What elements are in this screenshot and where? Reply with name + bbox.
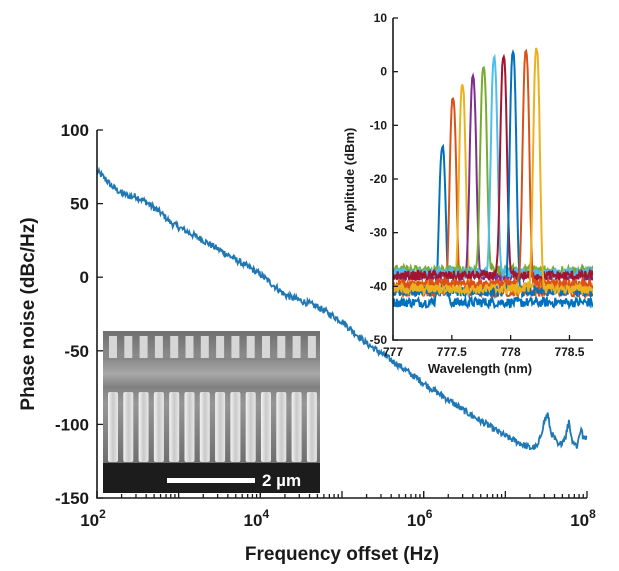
sem-pillar [261, 392, 271, 462]
sem-pillar [276, 392, 287, 462]
sem-pillar [108, 392, 118, 462]
sem-pillar [153, 392, 164, 462]
sem-top-tooth [139, 336, 148, 358]
inset-y-tick-label: 10 [374, 11, 388, 25]
inset-y-axis-label: Amplitude (dBm) [342, 128, 357, 233]
sem-pillar [199, 392, 210, 462]
inset-x-tick-label: 777 [383, 345, 403, 359]
main-y-tick-label: 0 [80, 268, 89, 287]
spectrum-line-7 [393, 53, 593, 284]
main-y-axis-label: Phase noise (dBc/Hz) [18, 217, 39, 410]
inset-x-ticks: 777 777.5 778 778.5 [383, 335, 585, 359]
sem-scale-bar [167, 478, 255, 483]
main-x-tick-label: 104 [244, 507, 270, 530]
main-y-tick-label: 100 [61, 121, 89, 140]
phase-noise-series-group [96, 166, 588, 451]
spectrum-line-10 [393, 47, 593, 298]
sem-pillar [215, 392, 226, 462]
sem-top-tooth [307, 336, 316, 358]
sem-top-tooth [200, 336, 209, 358]
sem-pillar [306, 392, 317, 462]
inset-y-tick-label: -50 [370, 333, 388, 347]
sem-pillar [138, 392, 149, 462]
sem-pillar [230, 392, 241, 462]
inset-x-tick-label: 778 [501, 345, 521, 359]
sem-pillar [184, 392, 195, 462]
inset-y-tick-label: -10 [370, 118, 388, 132]
spectrum-line-9 [393, 48, 593, 292]
inset-y-tick-label: -40 [370, 279, 388, 293]
sem-pillar [169, 392, 180, 462]
main-y-ticks: 100 50 0 -50 -100 -150 [55, 121, 103, 508]
main-y-tick-label: -100 [55, 415, 89, 434]
sem-top-tooth [246, 336, 255, 358]
sem-bottom-pillars [108, 392, 317, 462]
phase-noise-chart: 100 50 0 -50 -100 -150 102 104 106 108 Phase noi… [18, 121, 596, 565]
sem-top-tooth [170, 336, 179, 358]
inset-y-tick-label: 0 [380, 65, 387, 79]
sem-top-tooth [292, 336, 301, 358]
phase-noise-line [96, 166, 588, 451]
main-y-tick-label: 50 [70, 195, 89, 214]
main-x-axis-label: Frequency offset (Hz) [245, 544, 439, 565]
inset-x-axis-label: Wavelength (nm) [428, 361, 532, 376]
spectrum-inset-chart: 10 0 -10 -20 -30 -40 -50 777 777.5 778 778.5 Ampl… [342, 11, 593, 376]
main-y-tick-label: -50 [64, 342, 89, 361]
inset-y-tick-label: -30 [370, 226, 388, 240]
main-x-tick-label: 108 [570, 507, 596, 530]
sem-pillar [245, 392, 256, 462]
inset-y-tick-label: -20 [370, 172, 388, 186]
main-x-ticks: 102 104 106 108 [80, 491, 596, 530]
main-x-tick-label: 106 [407, 507, 433, 530]
inset-x-tick-label: 778.5 [554, 345, 584, 359]
sem-top-tooth [262, 336, 270, 358]
spectrum-lines [393, 47, 593, 311]
sem-pillar [123, 392, 134, 462]
inset-x-tick-label: 777.5 [437, 345, 467, 359]
sem-top-tooth [231, 336, 240, 358]
spectrum-series-group [393, 47, 593, 311]
sem-top-teeth [109, 336, 316, 358]
spectrum-line-1 [393, 143, 593, 311]
sem-top-tooth [216, 336, 225, 358]
sem-top-tooth [277, 336, 286, 358]
main-y-tick-label: -150 [55, 489, 89, 508]
sem-pillar [291, 392, 302, 462]
sem-top-tooth [124, 336, 133, 358]
sem-top-tooth [185, 336, 194, 358]
inset-y-ticks: 10 0 -10 -20 -30 -40 -50 [370, 11, 398, 347]
sem-micrograph-inset: 2 µm [103, 331, 320, 493]
sem-top-tooth [154, 336, 163, 358]
main-x-tick-label: 102 [80, 507, 106, 530]
sem-scale-label: 2 µm [262, 471, 301, 490]
sem-top-tooth [109, 336, 117, 358]
sem-waveguide-strip [103, 360, 320, 388]
